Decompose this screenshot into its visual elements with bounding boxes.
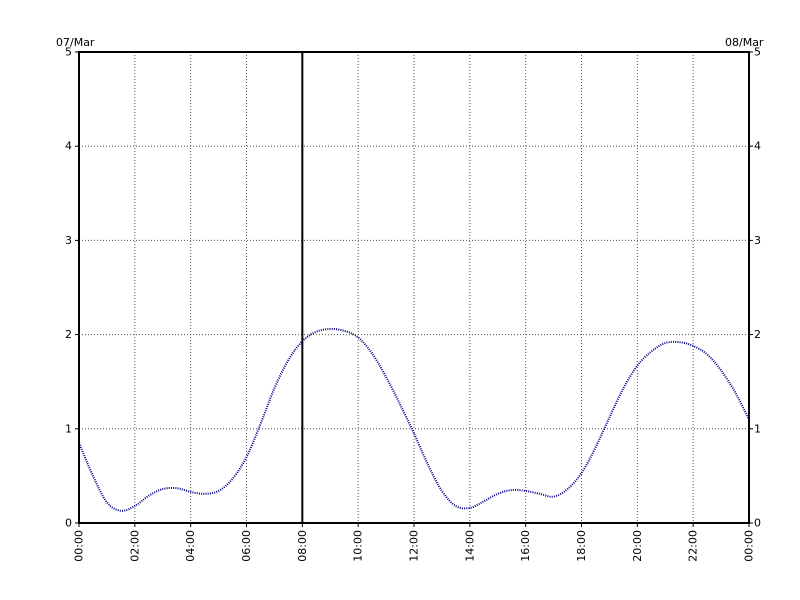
y-tick-label-left: 0 bbox=[65, 517, 72, 530]
x-tick-label: 02:00 bbox=[128, 530, 141, 562]
tide-height-line bbox=[78, 327, 750, 512]
start-date-label: 07/Mar bbox=[56, 36, 95, 49]
series-layer bbox=[78, 327, 750, 512]
y-tick-label-right: 5 bbox=[754, 46, 761, 59]
y-tick-label-left: 2 bbox=[65, 328, 72, 341]
x-tick-label: 20:00 bbox=[631, 530, 644, 562]
end-date-label: 08/Mar bbox=[725, 36, 764, 49]
y-tick-label-left: 1 bbox=[65, 422, 72, 435]
y-tick-label-right: 4 bbox=[754, 140, 761, 153]
x-tick-label: 16:00 bbox=[519, 530, 532, 562]
y-tick-label-left: 5 bbox=[65, 46, 72, 59]
y-tick-label-left: 3 bbox=[65, 234, 72, 247]
y-tick-label-right: 2 bbox=[754, 328, 761, 341]
x-tick-label: 14:00 bbox=[463, 530, 476, 562]
x-tick-label: 22:00 bbox=[687, 530, 700, 562]
x-tick-label: 18:00 bbox=[575, 530, 588, 562]
x-tick-label: 00:00 bbox=[743, 530, 756, 562]
y-tick-label-right: 1 bbox=[754, 422, 761, 435]
x-tick-label: 06:00 bbox=[240, 530, 253, 562]
plot-frame bbox=[78, 51, 750, 524]
axes: 00:00 02:00 04:00 06:00 08:00 10:00 12:00 14:00… bbox=[65, 46, 761, 562]
y-tick-label-left: 4 bbox=[65, 140, 72, 153]
y-tick-label-right: 0 bbox=[754, 517, 761, 530]
grid-lines bbox=[79, 52, 749, 523]
x-tick-label: 10:00 bbox=[352, 530, 365, 562]
x-tick-label: 08:00 bbox=[296, 530, 309, 562]
x-tick-label: 04:00 bbox=[184, 530, 197, 562]
x-tick-label: 00:00 bbox=[73, 530, 86, 562]
y-tick-label-right: 3 bbox=[754, 234, 761, 247]
x-tick-label: 12:00 bbox=[408, 530, 421, 562]
